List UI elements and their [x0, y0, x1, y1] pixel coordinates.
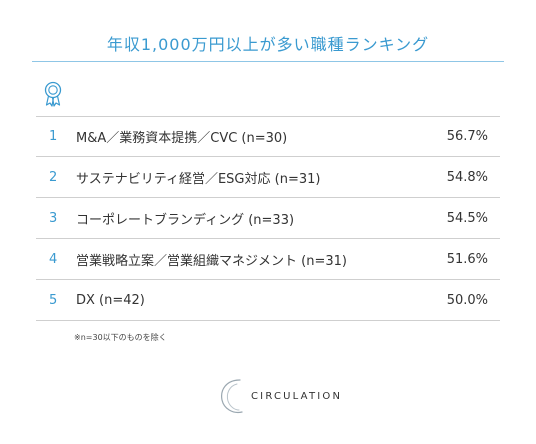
- ranking-row: 1 M&A／業務資本提携／CVC (n=30) 56.7%: [36, 116, 500, 157]
- rank-number: 2: [49, 169, 58, 185]
- rank-percentage: 54.8%: [446, 169, 488, 185]
- ranking-row: 2 サステナビリティ経営／ESG対応 (n=31) 54.8%: [36, 157, 500, 198]
- circulation-logo-icon: [221, 379, 243, 414]
- rank-label: DX (n=42): [76, 292, 145, 308]
- ranking-row: 4 営業戦略立案／営業組織マネジメント (n=31) 51.6%: [36, 239, 500, 280]
- award-ribbon-icon: [44, 81, 62, 107]
- rank-number: 5: [49, 292, 58, 308]
- chart-title: 年収1,000万円以上が多い職種ランキング: [106, 35, 430, 54]
- ranking-row: 5 DX (n=42) 50.0%: [36, 280, 500, 321]
- rank-label: サステナビリティ経営／ESG対応 (n=31): [76, 171, 321, 187]
- footnote: ※n=30以下のものを除く: [74, 333, 167, 342]
- rank-number: 4: [49, 251, 58, 267]
- rank-number: 3: [49, 210, 58, 226]
- rank-label: コーポレートブランディング (n=33): [76, 212, 295, 228]
- ranking-row: 3 コーポレートブランディング (n=33) 54.5%: [36, 198, 500, 239]
- rank-number: 1: [49, 129, 58, 144]
- rank-percentage: 56.7%: [446, 129, 488, 144]
- rank-percentage: 54.5%: [446, 210, 488, 226]
- title-divider: [32, 61, 504, 62]
- ranking-table: 1 M&A／業務資本提携／CVC (n=30) 56.7% 2 サステナビリティ…: [36, 116, 500, 321]
- rank-percentage: 51.6%: [446, 251, 488, 267]
- rank-label: 営業戦略立案／営業組織マネジメント (n=31): [76, 253, 347, 269]
- rank-label: M&A／業務資本提携／CVC (n=30): [76, 131, 288, 146]
- brand-name: CIRCULATION: [251, 391, 343, 402]
- rank-percentage: 50.0%: [446, 292, 488, 308]
